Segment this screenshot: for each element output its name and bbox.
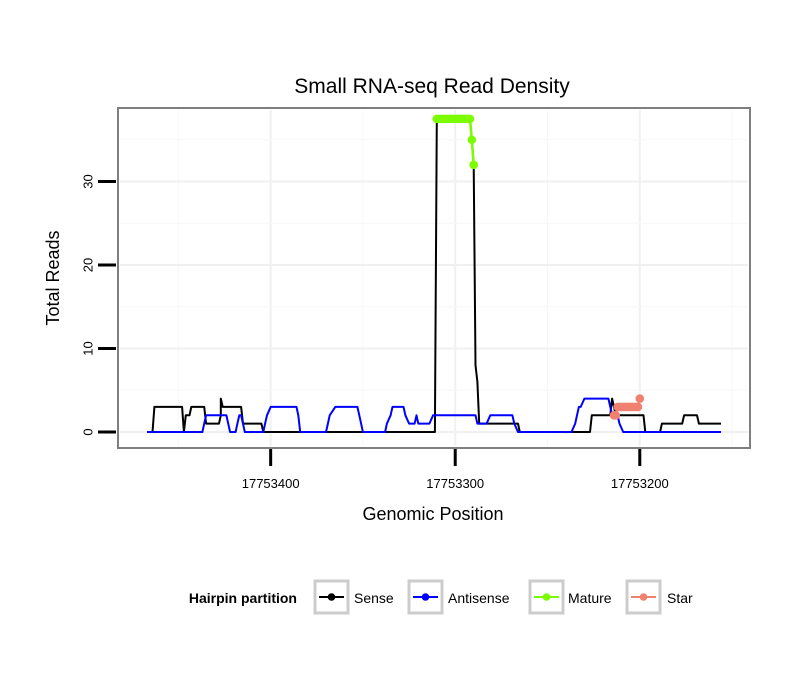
y-tick-label-1: 10 (81, 341, 96, 355)
legend-key-dot-antisense (421, 593, 430, 601)
x-tick-label-2: 17753200 (611, 476, 669, 491)
legend-key-dot-sense (327, 593, 336, 601)
legend-item-mature: Mature (528, 579, 612, 615)
legend-item-antisense: Antisense (407, 579, 510, 615)
legend: Hairpin partition Sense Antisense Mature St… (189, 579, 693, 615)
y-axis-title: Total Reads (43, 230, 63, 325)
point-star-1 (611, 411, 621, 420)
x-tick-label-0: 17753400 (242, 476, 300, 491)
point-mature-20 (469, 160, 478, 170)
legend-label-star: Star (667, 590, 693, 606)
y-tick-label-2: 20 (81, 258, 96, 272)
point-star-14 (635, 394, 645, 403)
y-tick-label-3: 30 (81, 174, 96, 188)
x-axis: 17753400 17753300 17753200 (242, 449, 669, 491)
point-mature-18 (465, 114, 475, 124)
legend-key-dot-star (639, 593, 648, 601)
y-axis: 0 10 20 30 (81, 174, 116, 436)
x-tick-label-1: 17753300 (426, 476, 484, 491)
legend-key-dot-mature (542, 593, 551, 601)
legend-label-sense: Sense (354, 590, 394, 606)
legend-label-antisense: Antisense (448, 590, 510, 606)
point-mature-19 (467, 135, 477, 145)
legend-item-sense: Sense (313, 579, 394, 615)
plot-border (117, 107, 751, 449)
plot-panel (118, 108, 750, 448)
series-points (432, 114, 645, 420)
chart-title: Small RNA-seq Read Density (294, 75, 570, 98)
legend-item-star: Star (625, 579, 693, 615)
point-star-13 (633, 402, 643, 412)
legend-title: Hairpin partition (189, 590, 297, 606)
legend-label-mature: Mature (568, 590, 612, 606)
x-axis-title: Genomic Position (362, 504, 503, 524)
y-tick-label-0: 0 (81, 428, 96, 435)
grid-lines (120, 110, 748, 446)
series-line-antisense (147, 397, 721, 433)
